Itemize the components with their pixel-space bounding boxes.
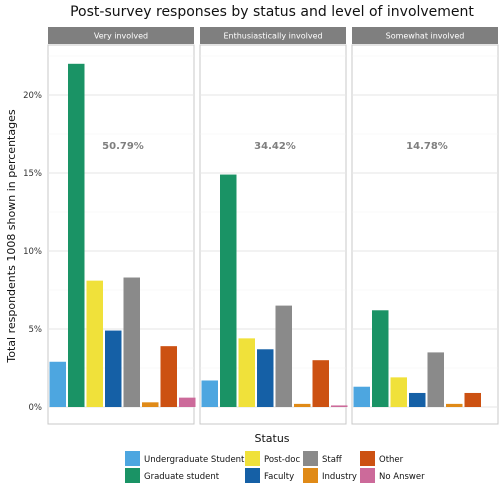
- bar: [464, 392, 481, 407]
- legend-swatch: [125, 451, 140, 466]
- facet-panel: Very involved 50.79%: [47, 27, 196, 425]
- bar: [312, 360, 329, 407]
- bar: [123, 277, 140, 407]
- legend-item: Post-doc: [245, 451, 300, 466]
- y-axis-title: Total respondents 1008 shown in percenta…: [5, 109, 18, 363]
- legend-swatch: [125, 468, 140, 483]
- bar: [220, 174, 237, 407]
- legend-item: Industry: [303, 468, 357, 483]
- panel-total-label: 34.42%: [254, 141, 296, 152]
- facet-strip: [352, 27, 498, 44]
- legend-item: Staff: [303, 451, 343, 466]
- legend-swatch: [360, 468, 375, 483]
- facet-strip-label: Very involved: [94, 32, 148, 41]
- legend-swatch: [245, 451, 260, 466]
- y-tick-label: 0%: [29, 403, 43, 413]
- panels-layer: 0% 5% 10% 15% 20% Very involved 50.79% Enthusia…: [23, 27, 499, 425]
- legend-item: No Answer: [360, 468, 425, 483]
- legend-swatch: [245, 468, 260, 483]
- facet-panel: Somewhat involved 14.78%: [351, 27, 499, 425]
- bar: [238, 338, 255, 407]
- bar: [142, 402, 159, 407]
- panel-total-label: 14.78%: [406, 141, 448, 152]
- chart-title: Post-survey responses by status and leve…: [70, 4, 474, 20]
- y-tick-label: 15%: [23, 169, 42, 179]
- legend-label: No Answer: [379, 472, 425, 482]
- legend-item: Graduate student: [125, 468, 220, 483]
- bar: [353, 386, 370, 407]
- legend-item: Other: [360, 451, 404, 466]
- bar: [86, 280, 103, 407]
- legend-swatch: [303, 468, 318, 483]
- y-tick-label: 5%: [29, 325, 43, 335]
- y-tick-label: 10%: [23, 247, 42, 257]
- bar: [294, 403, 311, 407]
- bar: [257, 349, 274, 407]
- facet-strip-label: Somewhat involved: [386, 32, 465, 41]
- bar: [201, 380, 218, 407]
- legend-label: Staff: [322, 455, 343, 465]
- facet-strip-label: Enthusiastically involved: [223, 32, 322, 41]
- bar: [331, 405, 348, 407]
- bar: [275, 305, 292, 407]
- bar: [68, 63, 85, 408]
- bar: [49, 361, 66, 407]
- legend-label: Other: [379, 455, 404, 465]
- facet-panel: Enthusiastically involved 34.42%: [199, 27, 348, 425]
- legend-swatch: [303, 451, 318, 466]
- legend-label: Faculty: [264, 472, 294, 482]
- panel-total-label: 50.79%: [102, 141, 144, 152]
- legend-label: Post-doc: [264, 455, 300, 465]
- bar: [446, 403, 463, 407]
- legend-item: Undergraduate Student: [125, 451, 245, 466]
- legend-swatch: [360, 451, 375, 466]
- bar: [390, 377, 407, 407]
- legend-label: Industry: [322, 472, 357, 482]
- bar: [372, 310, 389, 407]
- facet-strip: [48, 27, 194, 44]
- legend-label: Graduate student: [144, 472, 220, 482]
- legend-label: Undergraduate Student: [144, 455, 245, 465]
- bar: [160, 346, 177, 407]
- bar: [179, 397, 196, 407]
- facet-strip: [200, 27, 346, 44]
- bar: [409, 392, 426, 407]
- y-tick-label: 20%: [23, 91, 42, 101]
- bar: [105, 330, 122, 407]
- bar: [427, 352, 444, 407]
- legend-item: Faculty: [245, 468, 294, 483]
- legend: Undergraduate Student Post-doc Staff Other G…: [125, 451, 425, 483]
- x-axis-title: Status: [254, 432, 289, 445]
